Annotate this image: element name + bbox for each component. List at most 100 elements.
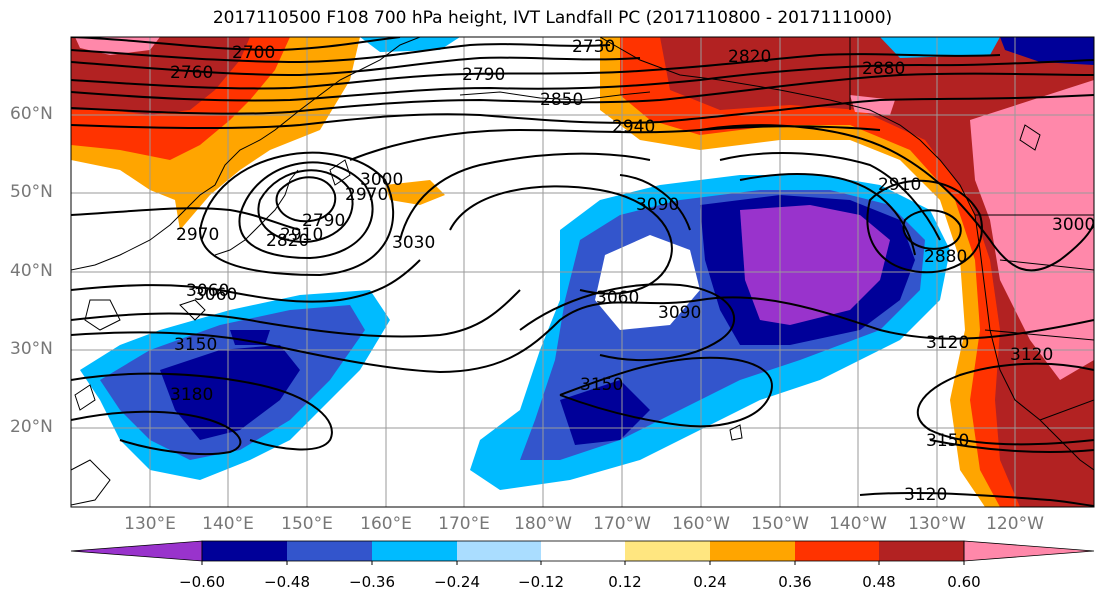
contour-label: 3090	[658, 303, 701, 323]
contour-label: 2820	[266, 231, 309, 251]
coast-alaska	[599, 37, 1094, 471]
contour-label: 3150	[926, 431, 969, 451]
lat-label: 60°N	[10, 104, 53, 124]
contour-low-ring-4	[198, 151, 395, 277]
coast-aleutians	[459, 91, 651, 101]
contour-label: 3060	[186, 281, 229, 301]
contour-label: 2970	[176, 225, 219, 245]
negative-region-purple-core	[740, 205, 890, 325]
contour-east-low-1	[902, 209, 962, 250]
colorbar-segment	[372, 541, 457, 561]
contour-3090-pacific	[519, 283, 736, 361]
colorbar-segment	[879, 541, 964, 561]
contour-label: 3120	[904, 485, 947, 505]
colorbar-segment	[795, 541, 879, 561]
contour-label: 2700	[232, 43, 275, 63]
contour-low-ring-2	[257, 169, 354, 244]
contour-3000	[71, 207, 301, 231]
contour-label: 2790	[462, 65, 505, 85]
contour-label: 2880	[862, 59, 905, 79]
colorbar-tick-label: 0.24	[693, 573, 727, 591]
contour-3060-pacific	[449, 185, 673, 295]
height-contours	[71, 37, 1094, 507]
coast-us-borders	[975, 214, 1094, 421]
contour-label: 3120	[926, 333, 969, 353]
lon-label: 130°W	[908, 514, 966, 534]
lon-label: 140°W	[829, 514, 887, 534]
lat-label: 30°N	[10, 339, 53, 359]
contour-3090	[71, 289, 521, 338]
lat-label: 40°N	[10, 261, 53, 281]
contour-label: 2730	[572, 37, 615, 57]
contour-3060	[71, 259, 421, 303]
colorbar-tick-label: −0.60	[179, 573, 225, 591]
colorbar-tick-label: −0.12	[518, 573, 564, 591]
contour-label: 3120	[1010, 345, 1053, 365]
colorbar-tick-label: 0.60	[947, 573, 981, 591]
colorbar-segment	[710, 541, 795, 561]
colorbar-segment	[202, 541, 287, 561]
lon-label: 160°E	[360, 514, 412, 534]
lon-label: 130°E	[124, 514, 176, 534]
contour-2820	[71, 59, 1094, 102]
contour-label: 2940	[612, 117, 655, 137]
contour-label: 2910	[280, 225, 323, 245]
colorbar-segment	[625, 541, 710, 561]
map-title: 2017110500 F108 700 hPa height, IVT Land…	[212, 8, 893, 28]
white-hole-3060	[595, 235, 700, 330]
contour-label: 3060	[194, 285, 237, 305]
contour-label: 3180	[170, 385, 213, 405]
contour-label: 2790	[302, 211, 345, 231]
colorbar-segment	[541, 541, 625, 561]
lat-label: 50°N	[10, 182, 53, 202]
colorbar-segment	[287, 541, 372, 561]
contour-2790	[71, 53, 1001, 90]
contour-3120	[71, 296, 1094, 374]
lon-label: 170°W	[593, 514, 651, 534]
contour-label: 3090	[636, 195, 679, 215]
lon-label: 150°E	[281, 514, 333, 534]
contour-label: 3060	[596, 288, 639, 308]
colorbar-segment	[457, 541, 541, 561]
contour-high-east	[916, 362, 1094, 446]
colorbar-tick-label: −0.24	[434, 573, 480, 591]
lon-label: 140°E	[202, 514, 254, 534]
contour-low-ring-1	[275, 176, 337, 223]
contour-2880	[71, 94, 1094, 130]
lon-label: 170°E	[438, 514, 490, 534]
contour-label: 3150	[174, 335, 217, 355]
contour-label: 2910	[878, 175, 921, 195]
lat-label: 20°N	[10, 417, 53, 437]
contour-label: 3000	[1052, 215, 1095, 235]
contour-3150	[71, 356, 773, 451]
colorbar-tick-label: 0.48	[862, 573, 896, 591]
colorbar-extend-high	[963, 540, 1095, 562]
colorbar-tick-label: −0.36	[349, 573, 395, 591]
colorbar-tick-label: 0.36	[778, 573, 812, 591]
contour-label: 2970	[345, 185, 388, 205]
contour-3150-south	[929, 439, 1094, 453]
positive-region-pink	[970, 80, 1094, 380]
contour-label: 2880	[924, 247, 967, 267]
contour-label: 2820	[728, 47, 771, 67]
map-frame	[70, 36, 1095, 508]
colorbar-tick-label: 0.12	[608, 573, 642, 591]
colorbar	[70, 540, 1095, 565]
contour-label: 2760	[170, 63, 213, 83]
contour-label: 2850	[540, 90, 583, 110]
lon-label: 180°W	[514, 514, 572, 534]
contour-3180	[71, 410, 242, 456]
contour-labels: 2700 2730 2760 2790 2820 2850 2880 2910 …	[170, 37, 1095, 505]
colorbar-extend-low	[70, 540, 203, 562]
contour-2850	[71, 72, 1094, 115]
contour-label: 3150	[580, 375, 623, 395]
contour-label: 3000	[360, 170, 403, 190]
colorbar-tick-label: −0.48	[264, 573, 310, 591]
contour-east-trough	[699, 124, 1094, 272]
contour-east-low-2	[866, 179, 983, 274]
contour-2730	[71, 43, 611, 64]
contour-3120-south	[859, 491, 1094, 507]
lon-label: 150°W	[751, 514, 809, 534]
contour-2700	[71, 37, 401, 52]
lon-label: 120°W	[986, 514, 1044, 534]
